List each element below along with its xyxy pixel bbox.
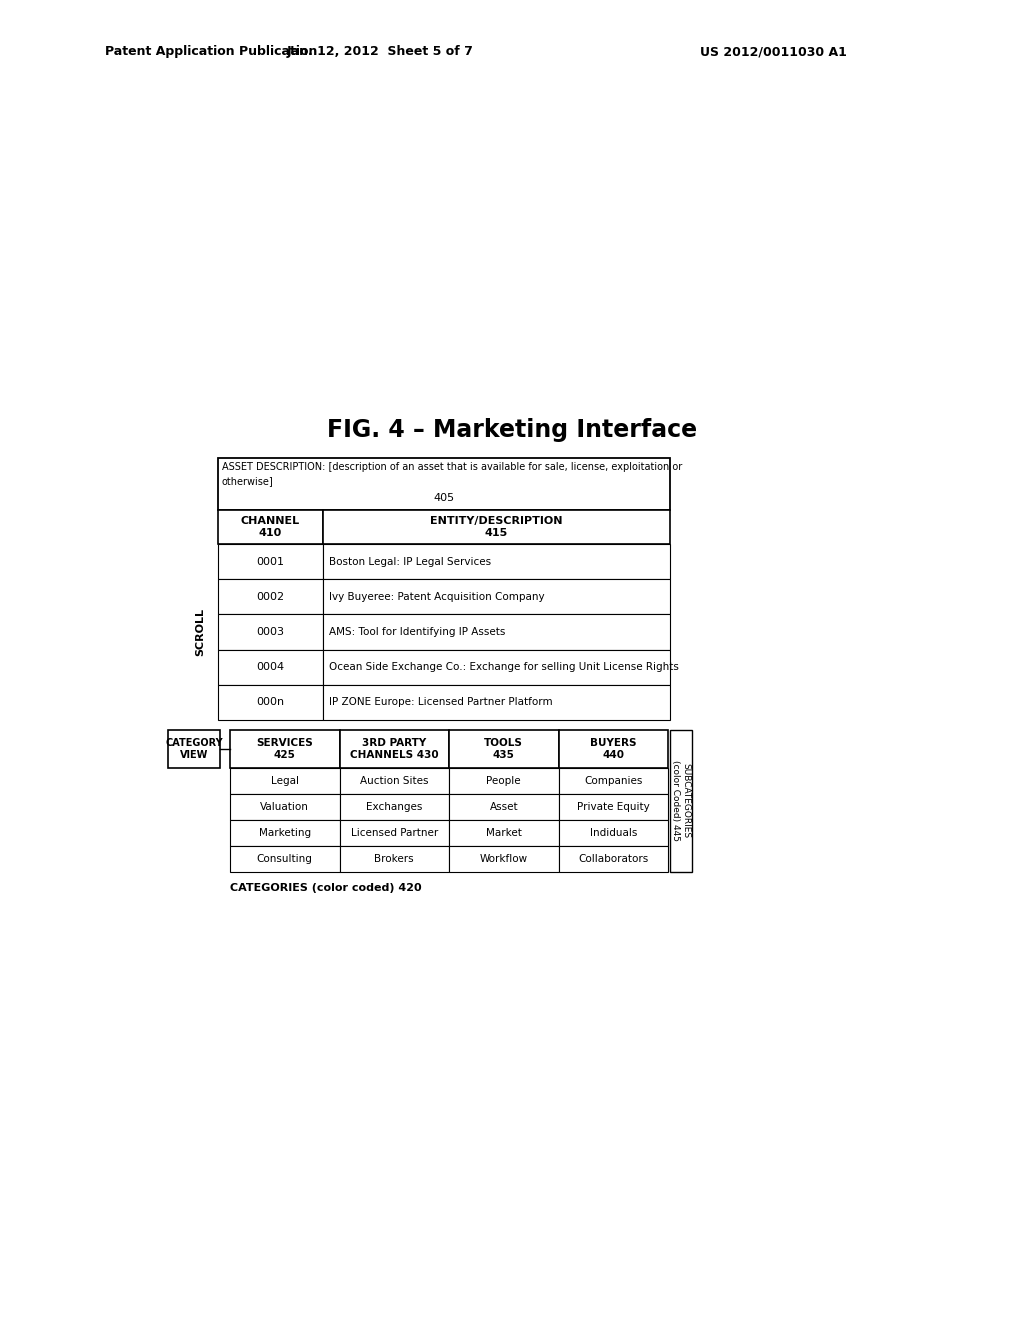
Bar [230, 730, 340, 768]
Bar [323, 544, 670, 579]
Bar [230, 820, 340, 846]
Text: Asset: Asset [489, 803, 518, 812]
Text: Exchanges: Exchanges [366, 803, 423, 812]
Text: 000n: 000n [256, 697, 285, 708]
Text: Ocean Side Exchange Co.: Exchange for selling Unit License Rights: Ocean Side Exchange Co.: Exchange for se… [329, 663, 679, 672]
Text: SUBCATEGORIES
(color Coded) 445: SUBCATEGORIES (color Coded) 445 [672, 760, 691, 842]
Text: 0004: 0004 [256, 663, 285, 672]
Bar [323, 649, 670, 685]
Text: Legal: Legal [270, 776, 299, 785]
Bar [558, 768, 668, 795]
Text: Marketing: Marketing [259, 828, 311, 838]
Text: IP ZONE Europe: Licensed Partner Platform: IP ZONE Europe: Licensed Partner Platfor… [329, 697, 553, 708]
Bar [449, 730, 558, 768]
Bar [340, 730, 449, 768]
Bar [449, 795, 558, 820]
Bar [218, 458, 670, 510]
Bar [449, 820, 558, 846]
Text: otherwise]: otherwise] [222, 477, 273, 486]
Text: Indiduals: Indiduals [590, 828, 637, 838]
Text: Market: Market [485, 828, 521, 838]
Bar [218, 579, 323, 614]
Bar [340, 795, 449, 820]
Bar [218, 544, 323, 579]
Bar [323, 579, 670, 614]
Bar [218, 614, 323, 649]
Bar [449, 846, 558, 873]
Text: Companies: Companies [584, 776, 642, 785]
Bar [558, 820, 668, 846]
Bar [340, 768, 449, 795]
Text: Jan. 12, 2012  Sheet 5 of 7: Jan. 12, 2012 Sheet 5 of 7 [287, 45, 473, 58]
Bar [340, 820, 449, 846]
Text: 405: 405 [433, 492, 455, 503]
Text: 0002: 0002 [256, 591, 285, 602]
Text: Collaborators: Collaborators [579, 854, 648, 865]
Text: Consulting: Consulting [257, 854, 312, 865]
Text: Private Equity: Private Equity [577, 803, 649, 812]
Text: SCROLL: SCROLL [195, 609, 205, 656]
Text: US 2012/0011030 A1: US 2012/0011030 A1 [700, 45, 847, 58]
Bar [323, 614, 670, 649]
Bar [218, 510, 323, 544]
Text: ENTITY/DESCRIPTION
415: ENTITY/DESCRIPTION 415 [430, 516, 563, 537]
Text: Workflow: Workflow [479, 854, 527, 865]
Text: Auction Sites: Auction Sites [360, 776, 428, 785]
Bar [230, 846, 340, 873]
Bar [340, 846, 449, 873]
Bar [323, 510, 670, 544]
Bar [168, 730, 220, 768]
Text: 0003: 0003 [256, 627, 285, 638]
Bar [670, 730, 692, 873]
Text: TOOLS
435: TOOLS 435 [484, 738, 523, 760]
Text: Brokers: Brokers [375, 854, 414, 865]
Bar [558, 795, 668, 820]
Text: AMS: Tool for Identifying IP Assets: AMS: Tool for Identifying IP Assets [329, 627, 506, 638]
Bar [218, 685, 323, 719]
Text: 3RD PARTY
CHANNELS 430: 3RD PARTY CHANNELS 430 [350, 738, 438, 760]
Text: CATEGORIES (color coded) 420: CATEGORIES (color coded) 420 [230, 883, 422, 894]
Text: CHANNEL
410: CHANNEL 410 [241, 516, 300, 537]
Text: Boston Legal: IP Legal Services: Boston Legal: IP Legal Services [329, 557, 492, 566]
Text: ASSET DESCRIPTION: [description of an asset that is available for sale, license,: ASSET DESCRIPTION: [description of an as… [222, 462, 682, 473]
Text: BUYERS
440: BUYERS 440 [590, 738, 637, 760]
Text: Patent Application Publication: Patent Application Publication [105, 45, 317, 58]
Bar [449, 768, 558, 795]
Bar [323, 685, 670, 719]
Text: People: People [486, 776, 521, 785]
Bar [230, 768, 340, 795]
Text: SERVICES
425: SERVICES 425 [256, 738, 313, 760]
Text: CATEGORY
VIEW: CATEGORY VIEW [165, 738, 223, 760]
Text: 0001: 0001 [256, 557, 285, 566]
Bar [558, 846, 668, 873]
Bar [558, 730, 668, 768]
Text: Ivy Buyeree: Patent Acquisition Company: Ivy Buyeree: Patent Acquisition Company [329, 591, 545, 602]
Bar [230, 795, 340, 820]
Text: FIG. 4 – Marketing Interface: FIG. 4 – Marketing Interface [327, 418, 697, 442]
Bar [218, 649, 323, 685]
Text: Licensed Partner: Licensed Partner [350, 828, 438, 838]
Text: Valuation: Valuation [260, 803, 309, 812]
